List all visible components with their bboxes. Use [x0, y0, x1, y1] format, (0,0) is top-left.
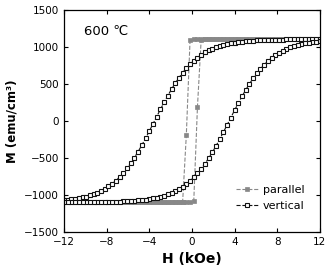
parallel	[281, 38, 285, 41]
Text: 600 ℃: 600 ℃	[84, 25, 129, 38]
parallel	[121, 201, 125, 204]
parallel	[318, 38, 322, 41]
vertical	[62, 199, 66, 202]
X-axis label: H (kOe): H (kOe)	[162, 252, 222, 267]
parallel	[203, 38, 207, 41]
vertical	[277, 38, 281, 41]
vertical	[121, 171, 125, 174]
vertical	[140, 143, 144, 147]
Line: parallel: parallel	[62, 37, 322, 205]
Legend: parallel, vertical: parallel, vertical	[232, 181, 309, 215]
vertical	[203, 51, 207, 54]
parallel	[285, 38, 289, 41]
parallel	[62, 201, 66, 204]
vertical	[281, 38, 285, 41]
parallel	[140, 201, 144, 204]
vertical	[129, 162, 133, 165]
Y-axis label: M (emu/cm³): M (emu/cm³)	[6, 79, 19, 163]
parallel	[210, 38, 214, 41]
vertical	[318, 38, 322, 41]
parallel	[95, 201, 99, 204]
Line: vertical: vertical	[61, 37, 322, 203]
